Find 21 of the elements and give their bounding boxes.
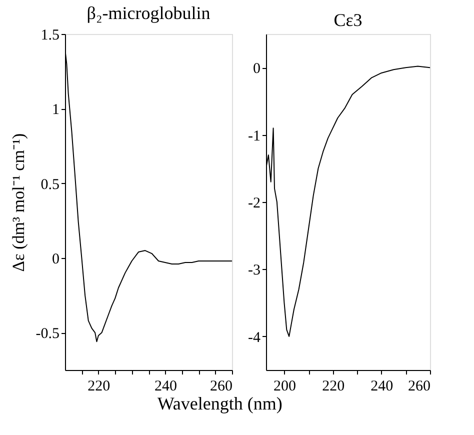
chart-title: Cε3 bbox=[334, 10, 362, 30]
x-tick-label: 220 bbox=[322, 378, 345, 394]
y-tick-label: 1 bbox=[52, 102, 60, 118]
y-tick-label: 0 bbox=[52, 252, 60, 268]
x-tick-label: 200 bbox=[273, 378, 296, 394]
y-tick-label: 1.5 bbox=[40, 28, 60, 44]
x-tick-label: 240 bbox=[154, 378, 177, 394]
x-tick-label: 220 bbox=[88, 378, 110, 394]
y-tick-label: -1 bbox=[248, 128, 260, 144]
y-tick-label: -0.5 bbox=[36, 326, 60, 342]
chart-title: β₂-microglobulin bbox=[86, 3, 210, 23]
y-tick-label: 0.5 bbox=[40, 176, 60, 193]
y-tick-label: -2 bbox=[248, 196, 260, 212]
y-tick-label: -4 bbox=[248, 330, 261, 346]
y-tick-label: -3 bbox=[248, 262, 260, 279]
y-tick-label: 0 bbox=[253, 61, 260, 78]
x-tick-label: 260 bbox=[408, 378, 430, 394]
y-axis-title: Δε (dm³ mol⁻¹ cm⁻¹) bbox=[8, 133, 28, 272]
x-tick-label: 260 bbox=[210, 378, 232, 394]
x-axis-title: Wavelength (nm) bbox=[157, 394, 282, 414]
x-tick-label: 240 bbox=[370, 378, 394, 394]
